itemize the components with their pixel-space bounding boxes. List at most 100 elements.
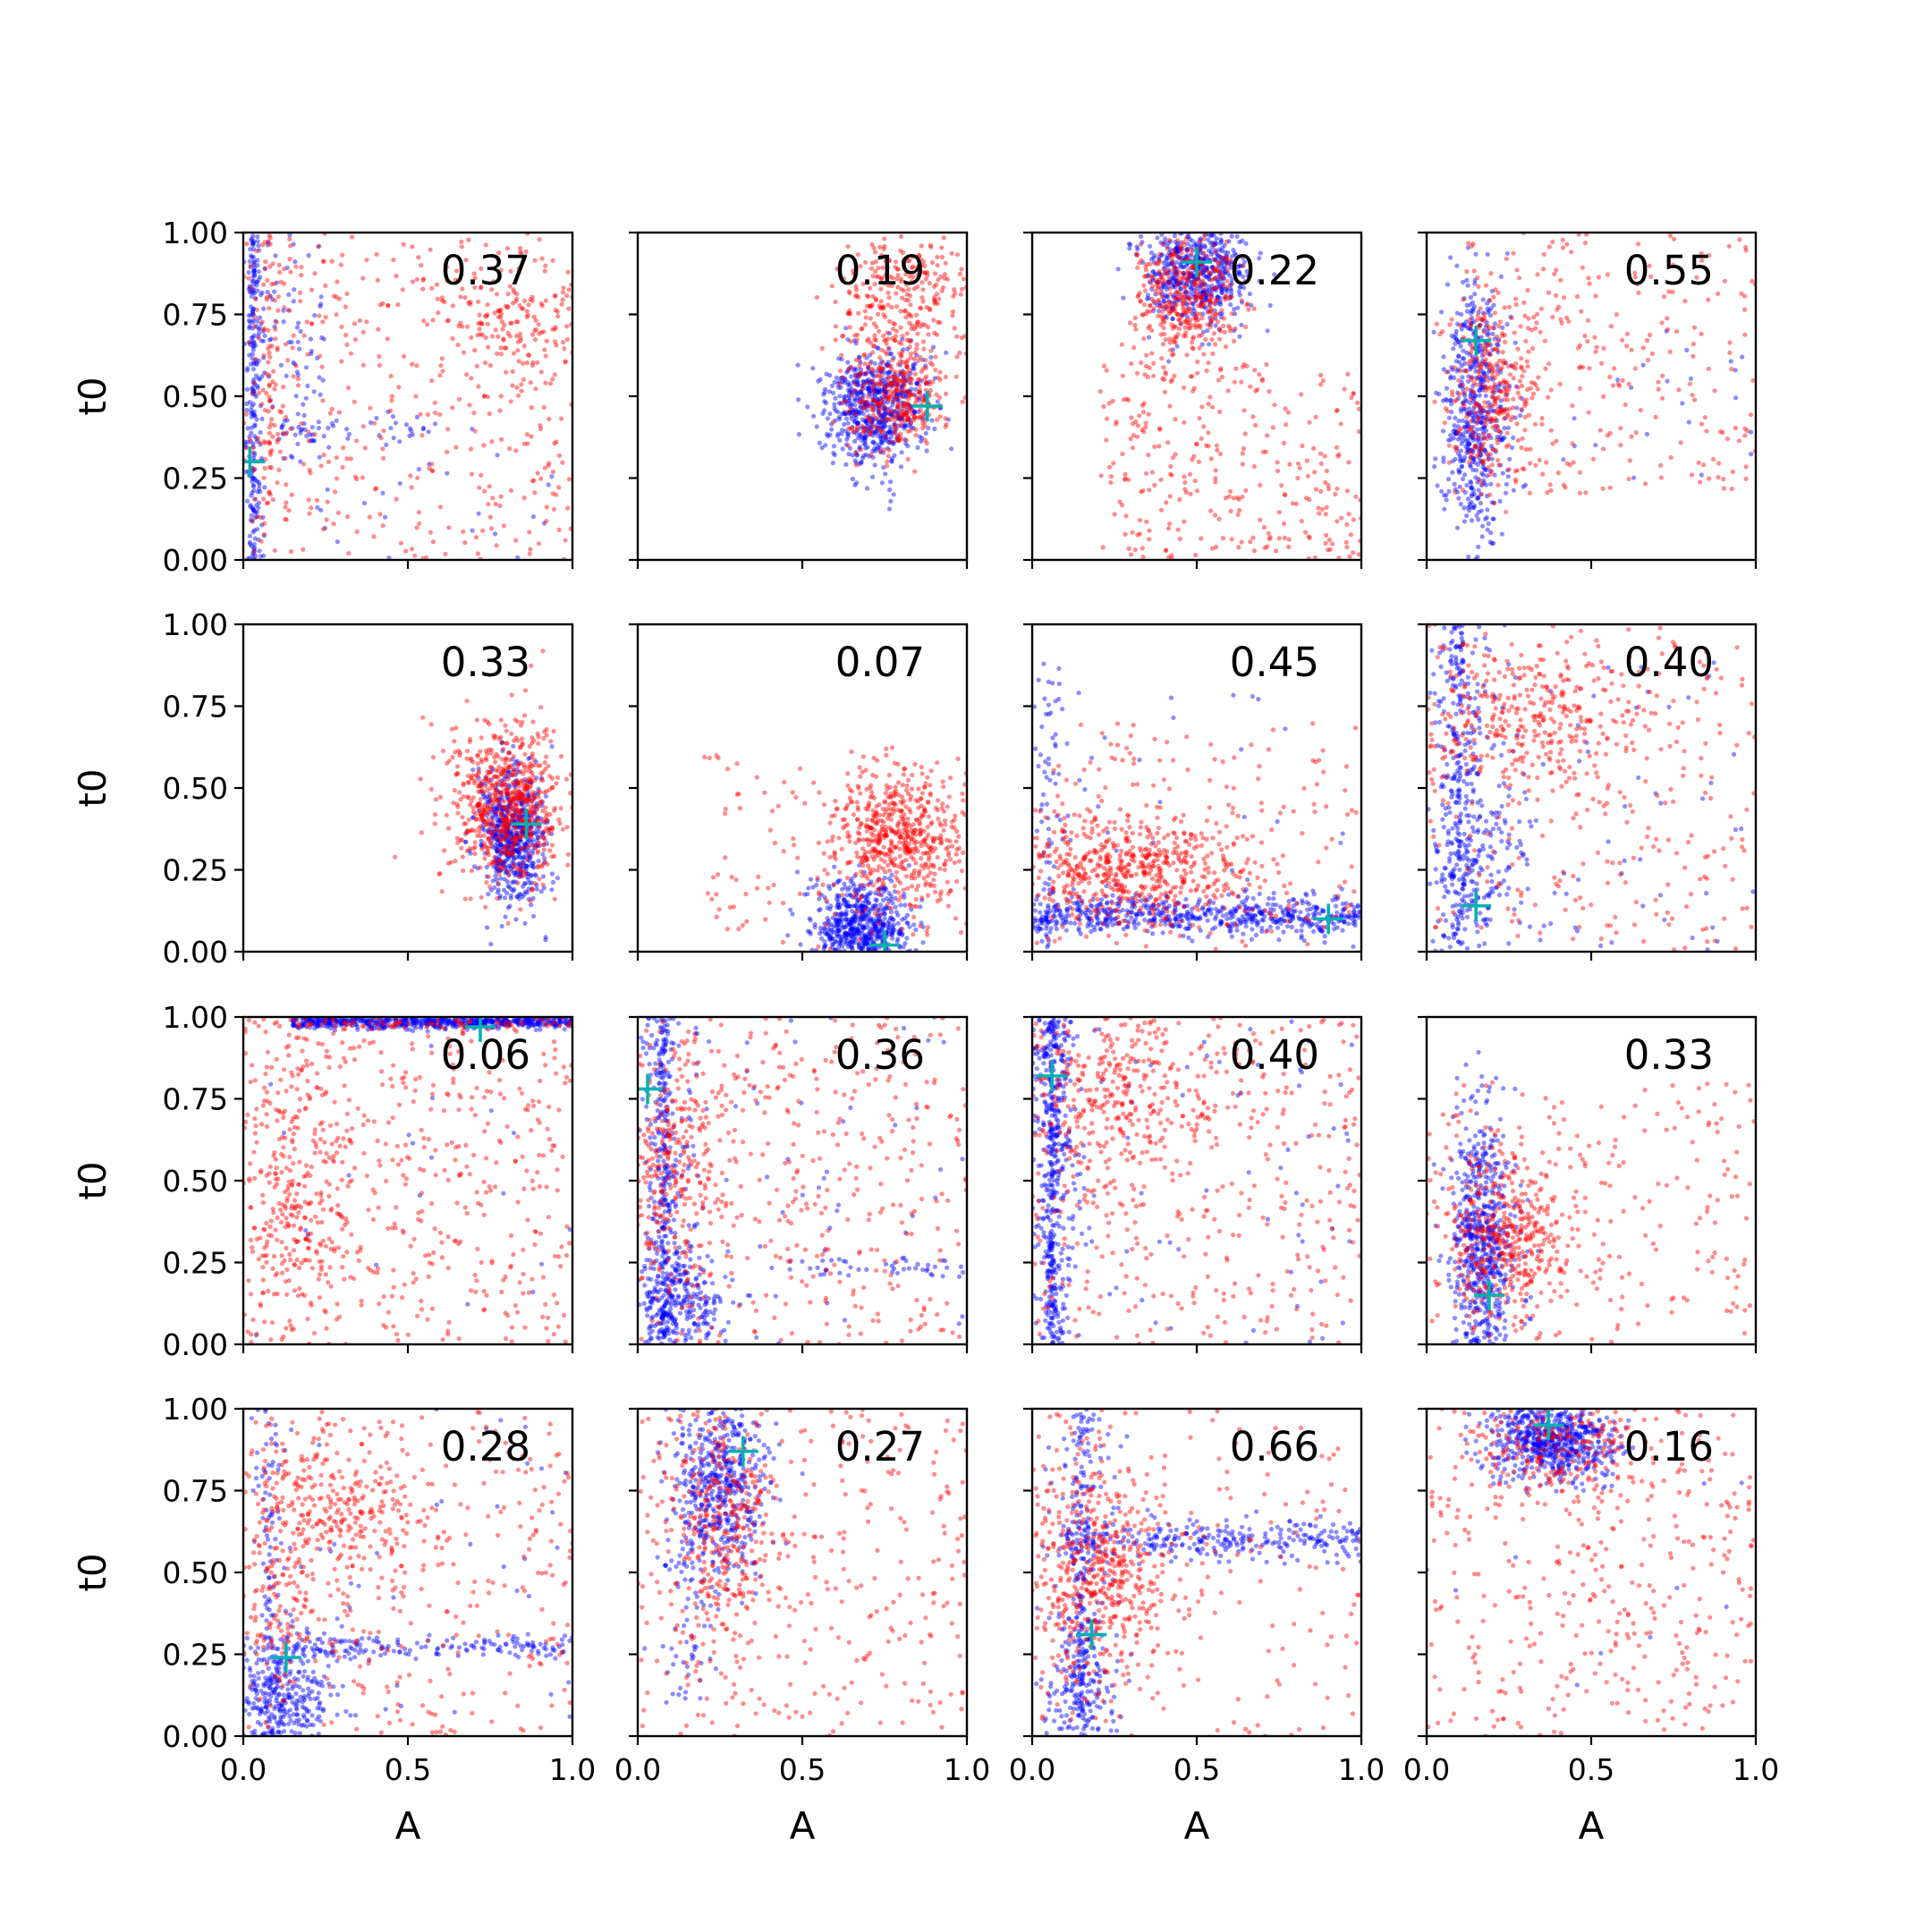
point-blue [1485, 327, 1491, 333]
point-red [1199, 292, 1205, 298]
point-blue [833, 395, 838, 401]
point-red [1469, 375, 1474, 380]
point-blue [467, 848, 472, 853]
point-red [1558, 277, 1563, 283]
point-red [1615, 381, 1621, 386]
point-blue [1476, 309, 1481, 315]
point-red [278, 279, 284, 284]
series-blue [795, 326, 954, 512]
point-red [317, 243, 322, 249]
point-red [435, 296, 440, 301]
point-blue [853, 415, 859, 421]
point-red [1177, 318, 1182, 323]
point-red [1243, 324, 1249, 330]
point-red [1487, 326, 1492, 331]
point-blue [1459, 441, 1464, 446]
point-blue [361, 500, 368, 506]
point-blue [1491, 516, 1496, 521]
point-blue [260, 328, 266, 334]
point-blue [497, 859, 504, 864]
point-blue [870, 454, 876, 460]
point-red [1101, 363, 1106, 369]
point-blue [860, 395, 866, 401]
point-blue [518, 871, 523, 877]
point-red [887, 274, 894, 279]
point-red [1163, 371, 1168, 377]
point-red [1181, 333, 1186, 338]
point-blue [890, 402, 895, 407]
point-blue [261, 355, 267, 360]
point-blue [253, 373, 259, 378]
point-red [901, 288, 907, 293]
point-blue [530, 860, 536, 866]
point-red [888, 381, 894, 386]
point-blue [1491, 540, 1496, 546]
point-blue [1509, 445, 1514, 451]
point-blue [1219, 287, 1224, 292]
point-blue [843, 394, 849, 399]
point-red [1459, 426, 1464, 431]
point-red [1131, 433, 1136, 438]
point-blue [274, 280, 279, 285]
point-blue [536, 835, 541, 841]
point-red [1239, 379, 1244, 385]
point-red [923, 358, 928, 363]
point-red [272, 386, 277, 392]
point-blue [292, 361, 298, 367]
point-blue [823, 443, 828, 448]
point-blue [1146, 272, 1151, 277]
point-blue [917, 395, 922, 401]
point-red [1349, 394, 1354, 400]
point-blue [843, 398, 848, 403]
point-red [1149, 351, 1155, 356]
point-red [920, 287, 926, 292]
point-red [267, 441, 272, 446]
point-blue [1176, 248, 1182, 253]
point-blue [251, 268, 257, 274]
point-blue [520, 813, 526, 818]
point-blue [891, 355, 896, 360]
point-red [1193, 318, 1199, 323]
point-red [266, 439, 271, 445]
point-blue [1176, 283, 1182, 288]
point-blue [1209, 291, 1215, 296]
point-red [952, 326, 957, 331]
point-blue [470, 528, 475, 533]
point-blue [838, 385, 843, 390]
point-red [1485, 377, 1491, 383]
point-blue [509, 831, 514, 836]
point-red [1208, 394, 1213, 400]
point-blue [301, 402, 306, 407]
point-blue [1197, 237, 1202, 242]
point-blue [870, 408, 877, 413]
point-blue [397, 439, 402, 445]
point-blue [1162, 271, 1167, 276]
point-red [1667, 349, 1673, 354]
point-red [1490, 394, 1496, 400]
point-blue [296, 424, 301, 429]
point-red [1320, 378, 1326, 384]
point-blue [1201, 290, 1207, 295]
point-blue [883, 434, 888, 439]
point-blue [1223, 258, 1228, 264]
point-red [298, 299, 303, 304]
point-blue [1163, 314, 1168, 319]
point-blue [1211, 257, 1216, 262]
point-red [859, 395, 865, 401]
point-red [1517, 378, 1523, 384]
point-blue [248, 504, 253, 510]
point-red [922, 270, 928, 275]
point-blue [1195, 276, 1200, 282]
point-blue [864, 403, 869, 409]
point-blue [287, 233, 292, 238]
point-blue [368, 419, 374, 426]
point-red [1172, 265, 1178, 270]
point-blue [1204, 287, 1209, 292]
point-red [1200, 278, 1206, 284]
point-blue [896, 414, 902, 419]
point-red [880, 304, 886, 309]
point-blue [822, 390, 827, 395]
point-red [1297, 465, 1302, 470]
point-blue [886, 363, 893, 369]
point-red [878, 401, 884, 406]
